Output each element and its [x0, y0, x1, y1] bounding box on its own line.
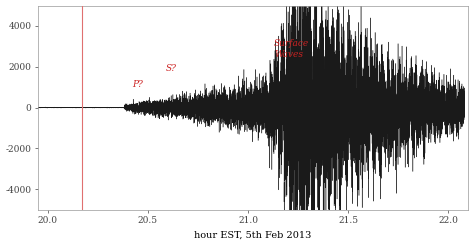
Text: Surface
Waves: Surface Waves: [274, 39, 310, 59]
X-axis label: hour EST, 5th Feb 2013: hour EST, 5th Feb 2013: [194, 231, 312, 239]
Text: S?: S?: [166, 64, 177, 73]
Text: P?: P?: [132, 80, 143, 89]
